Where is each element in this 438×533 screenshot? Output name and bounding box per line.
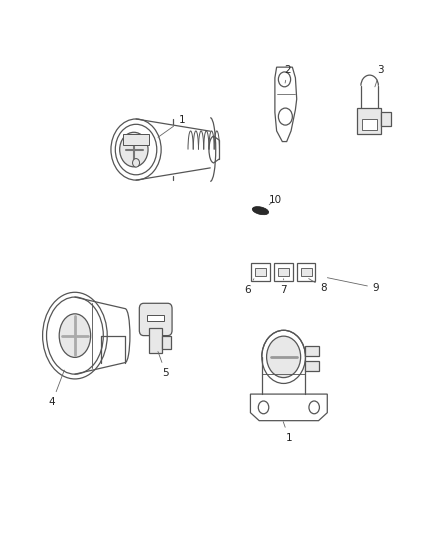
- Circle shape: [309, 401, 319, 414]
- Text: 1: 1: [158, 115, 185, 138]
- Bar: [162, 336, 171, 349]
- Circle shape: [279, 108, 292, 125]
- Text: 6: 6: [244, 279, 254, 295]
- Bar: [149, 328, 162, 353]
- Polygon shape: [275, 67, 297, 142]
- Text: 9: 9: [327, 278, 379, 293]
- Ellipse shape: [267, 336, 300, 377]
- Bar: [275, 263, 293, 281]
- Text: 3: 3: [375, 65, 384, 87]
- Bar: [297, 263, 315, 281]
- Text: 2: 2: [285, 65, 291, 83]
- Ellipse shape: [46, 297, 103, 374]
- Bar: [123, 134, 149, 146]
- Circle shape: [133, 159, 140, 167]
- Ellipse shape: [111, 119, 161, 180]
- Text: 10: 10: [268, 195, 282, 205]
- Ellipse shape: [262, 330, 305, 383]
- Bar: [305, 346, 318, 357]
- Ellipse shape: [42, 292, 107, 379]
- Ellipse shape: [59, 314, 91, 358]
- Bar: [381, 112, 391, 126]
- Bar: [362, 119, 378, 130]
- Bar: [255, 268, 266, 276]
- Ellipse shape: [252, 207, 268, 215]
- Ellipse shape: [120, 132, 148, 167]
- Bar: [251, 263, 270, 281]
- Bar: [278, 268, 289, 276]
- Ellipse shape: [115, 124, 157, 175]
- Text: 4: 4: [49, 370, 64, 407]
- Bar: [147, 315, 164, 321]
- Polygon shape: [251, 394, 327, 421]
- Circle shape: [279, 72, 290, 87]
- Text: 7: 7: [280, 279, 287, 295]
- Text: 8: 8: [309, 279, 327, 293]
- FancyBboxPatch shape: [139, 303, 172, 336]
- Bar: [300, 268, 312, 276]
- Text: 1: 1: [283, 422, 292, 443]
- Text: 5: 5: [158, 351, 169, 378]
- Circle shape: [258, 401, 269, 414]
- Bar: [357, 108, 381, 134]
- Bar: [305, 361, 318, 371]
